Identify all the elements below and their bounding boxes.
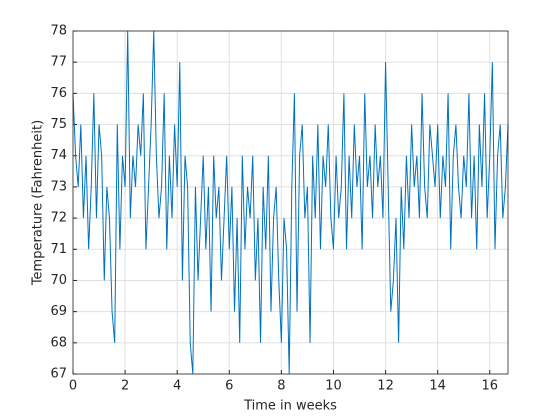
x-tick-label: 8 bbox=[277, 379, 285, 394]
x-tick-label: 6 bbox=[225, 379, 233, 394]
y-tick-label: 72 bbox=[50, 211, 67, 226]
x-tick-label: 14 bbox=[429, 379, 446, 394]
x-tick-label: 2 bbox=[121, 379, 129, 394]
x-tick-label: 0 bbox=[69, 379, 77, 394]
data-line bbox=[72, 30, 509, 375]
x-axis-label: Time in weeks bbox=[243, 399, 337, 414]
y-axis-label: Temperature (Fahrenheit) bbox=[31, 120, 46, 286]
y-tick-label: 73 bbox=[50, 179, 67, 194]
y-tick-label: 68 bbox=[50, 335, 67, 350]
y-tick-label: 76 bbox=[50, 86, 67, 101]
axes-box bbox=[72, 30, 509, 375]
plot-area bbox=[72, 30, 509, 375]
y-tick-label: 75 bbox=[50, 117, 67, 132]
y-tick-label: 77 bbox=[50, 55, 67, 70]
y-tick-label: 74 bbox=[50, 148, 67, 163]
x-tick-label: 16 bbox=[481, 379, 498, 394]
x-tick-label: 10 bbox=[325, 379, 342, 394]
y-tick-label: 78 bbox=[50, 24, 67, 39]
y-tick-label: 69 bbox=[50, 304, 67, 319]
y-tick-label: 70 bbox=[50, 273, 67, 288]
y-tick-label: 67 bbox=[50, 367, 67, 382]
grid bbox=[72, 30, 508, 375]
y-tick-label: 71 bbox=[50, 242, 67, 257]
x-tick-label: 4 bbox=[173, 379, 181, 394]
x-tick-label: 12 bbox=[377, 379, 394, 394]
